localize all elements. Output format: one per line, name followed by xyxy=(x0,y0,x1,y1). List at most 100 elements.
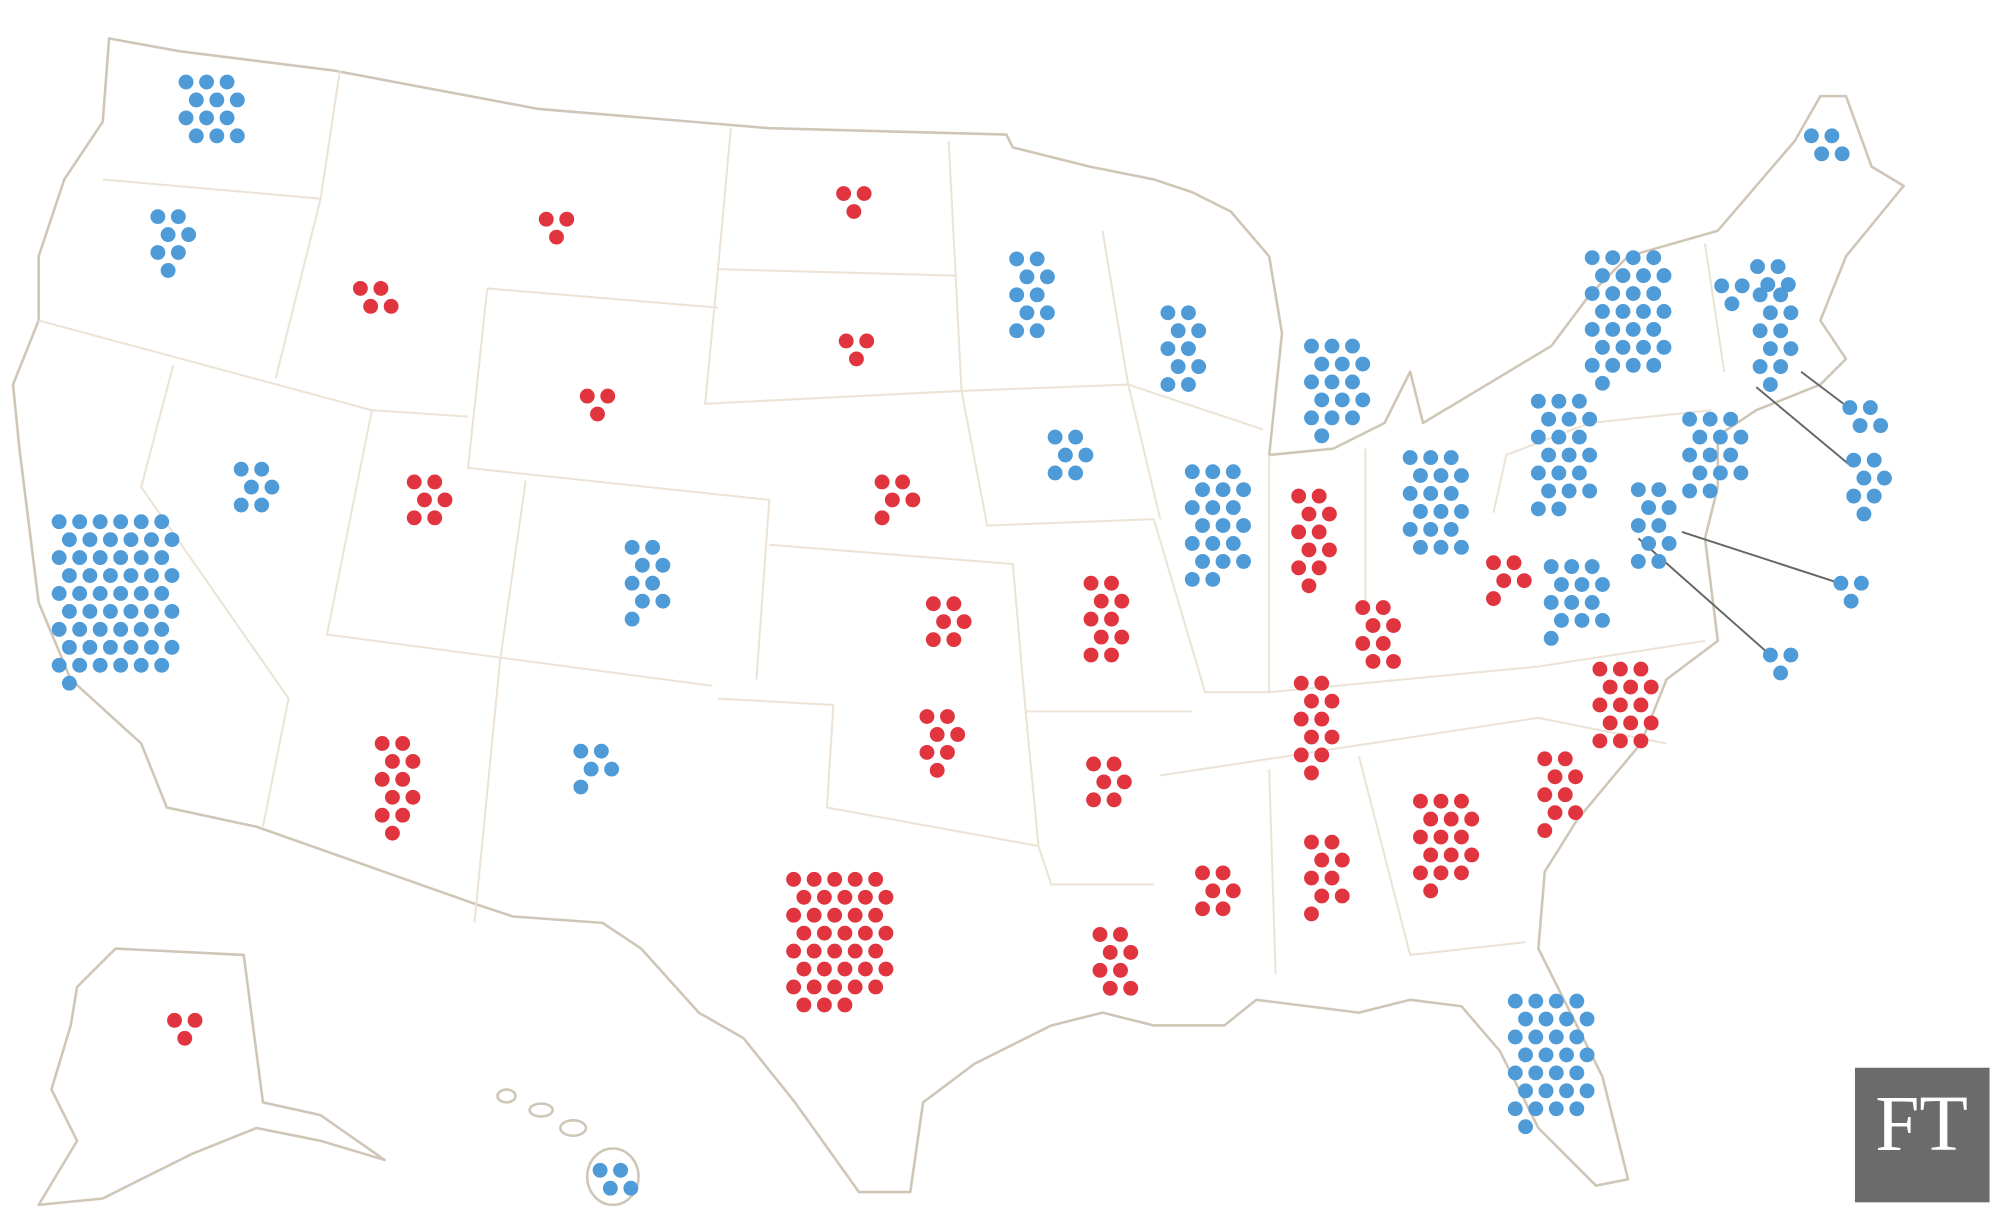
dot xyxy=(1068,465,1084,481)
dot xyxy=(940,744,955,760)
dot xyxy=(1866,452,1882,468)
dot xyxy=(1661,500,1677,516)
dot xyxy=(1236,482,1251,498)
border xyxy=(947,140,1154,527)
callout-line xyxy=(1800,370,1845,405)
border xyxy=(1024,711,1040,847)
dot xyxy=(925,596,941,612)
dot xyxy=(1846,488,1862,504)
dot xyxy=(816,889,832,905)
dot xyxy=(150,209,166,225)
dot xyxy=(827,907,843,923)
dot xyxy=(1215,518,1231,533)
dot xyxy=(1579,1047,1595,1063)
dot xyxy=(113,586,129,601)
dot xyxy=(1019,269,1035,285)
dot xyxy=(170,209,186,225)
dot xyxy=(1602,679,1618,695)
state-dots xyxy=(1803,128,1850,162)
dot xyxy=(154,621,170,637)
dot xyxy=(573,779,589,795)
dot xyxy=(919,744,935,760)
state-dots xyxy=(374,736,421,841)
dot xyxy=(1412,829,1428,845)
dot xyxy=(1507,1029,1523,1045)
dot xyxy=(1561,447,1577,463)
dot xyxy=(1116,774,1132,790)
dot xyxy=(1547,805,1563,821)
dot xyxy=(1454,829,1469,845)
dot xyxy=(1215,482,1231,498)
dot xyxy=(1656,268,1672,284)
dot xyxy=(1852,418,1868,433)
state-dots xyxy=(233,461,280,513)
dot xyxy=(786,871,802,887)
dot xyxy=(859,333,875,349)
border xyxy=(274,70,341,379)
dot xyxy=(243,479,259,495)
dot xyxy=(1712,465,1728,481)
dot xyxy=(72,550,88,566)
dot xyxy=(1215,901,1231,917)
dot xyxy=(1311,488,1327,504)
dot xyxy=(1215,553,1231,569)
dot xyxy=(936,614,952,630)
dot xyxy=(1301,578,1317,594)
dot xyxy=(1518,1119,1533,1135)
dot xyxy=(1625,321,1641,337)
dot xyxy=(573,743,589,759)
state-dots xyxy=(1833,575,1869,609)
dot xyxy=(1856,470,1872,486)
dot xyxy=(405,753,421,769)
dot xyxy=(878,889,894,905)
state-dots xyxy=(1086,756,1132,808)
state-dots xyxy=(178,74,245,144)
dot xyxy=(1636,268,1651,284)
state-dots xyxy=(1293,675,1340,781)
dot xyxy=(1301,506,1317,522)
dot xyxy=(1412,793,1428,809)
dot xyxy=(1656,304,1672,319)
state-dots xyxy=(838,333,875,367)
dot xyxy=(1543,595,1559,610)
dot xyxy=(1661,536,1677,551)
dot xyxy=(1225,883,1241,899)
dot xyxy=(1548,993,1564,1009)
island xyxy=(559,1119,588,1137)
dot xyxy=(1530,429,1546,445)
state-dots xyxy=(1160,305,1207,392)
dot xyxy=(929,762,945,778)
dot xyxy=(1518,1011,1533,1027)
dot xyxy=(624,611,640,627)
state-dots xyxy=(1304,834,1350,922)
dot xyxy=(1486,555,1501,571)
dot xyxy=(1092,927,1108,942)
dot xyxy=(1615,268,1631,284)
dot xyxy=(1569,993,1585,1009)
dot xyxy=(1215,865,1231,881)
dot xyxy=(1423,883,1439,899)
dot xyxy=(538,211,554,227)
dot xyxy=(1029,251,1045,267)
dot xyxy=(905,492,921,508)
dot xyxy=(1866,488,1882,504)
electoral-dots xyxy=(51,74,1892,1196)
state-dots xyxy=(167,1012,203,1046)
dot xyxy=(1561,483,1577,499)
dot xyxy=(1584,286,1600,301)
dot xyxy=(837,925,853,941)
dot xyxy=(1605,321,1621,337)
dot xyxy=(1195,482,1210,498)
dot xyxy=(1324,338,1340,354)
dot xyxy=(925,632,941,648)
dot xyxy=(1191,359,1207,375)
dot xyxy=(233,461,249,477)
dot xyxy=(1723,447,1739,463)
dot xyxy=(1762,647,1778,663)
dot xyxy=(1571,393,1587,409)
dot xyxy=(1692,465,1708,481)
dot xyxy=(188,92,204,108)
dot xyxy=(1702,411,1718,427)
dot xyxy=(1191,323,1207,339)
